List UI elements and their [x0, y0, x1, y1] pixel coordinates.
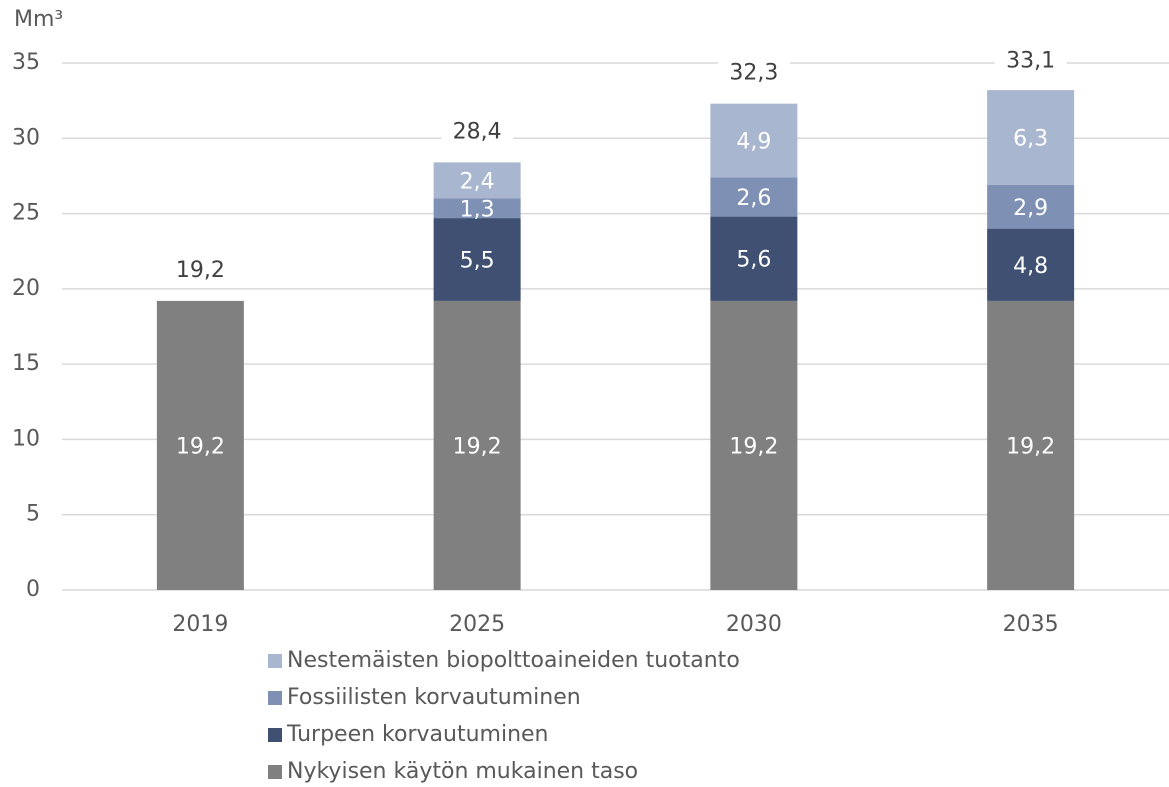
y-tick-label: 0 — [26, 577, 40, 602]
value-label: 4,9 — [736, 130, 771, 155]
total-label-bg — [717, 59, 790, 88]
x-tick-label: 2030 — [726, 612, 782, 637]
total-label: 32,3 — [729, 61, 778, 86]
value-label: 19,2 — [1006, 434, 1055, 459]
bar-segment — [433, 218, 521, 301]
y-tick-label: 20 — [12, 276, 40, 301]
value-label: 5,5 — [460, 248, 495, 273]
bar-segment — [433, 198, 521, 219]
y-tick-label: 10 — [12, 426, 40, 451]
total-label: 33,1 — [1006, 49, 1055, 74]
value-label: 2,6 — [736, 186, 771, 211]
value-label: 19,2 — [729, 434, 778, 459]
legend-label: Nykyisen käytön mukainen taso — [287, 759, 638, 784]
legend-swatch — [268, 765, 282, 779]
bar-segment — [710, 300, 798, 590]
y-tick-label: 35 — [12, 50, 40, 75]
total-label-bg — [164, 256, 237, 285]
value-label: 6,3 — [1013, 127, 1048, 152]
bar-segment — [987, 228, 1075, 301]
y-axis-label: Mm³ — [14, 7, 63, 32]
bar-segment — [710, 216, 798, 301]
bar-segment — [156, 300, 244, 590]
y-tick-label: 25 — [12, 201, 40, 226]
value-label: 19,2 — [453, 434, 502, 459]
y-tick-label: 15 — [12, 351, 40, 376]
legend-swatch — [268, 728, 282, 742]
y-tick-label: 5 — [26, 502, 40, 527]
x-tick-label: 2035 — [1003, 612, 1059, 637]
bar-segment — [710, 177, 798, 217]
bar-segment — [987, 90, 1075, 185]
legend-label: Turpeen korvautuminen — [286, 722, 549, 747]
value-label: 2,9 — [1013, 196, 1048, 221]
bar-segment — [710, 103, 798, 178]
value-label: 5,6 — [736, 248, 771, 273]
bar-segment — [987, 300, 1075, 590]
total-label-bg — [994, 47, 1067, 76]
y-tick-label: 30 — [12, 125, 40, 150]
legend-label: Nestemäisten biopolttoaineiden tuotanto — [287, 648, 740, 673]
value-label: 2,4 — [460, 169, 495, 194]
x-tick-label: 2025 — [449, 612, 505, 637]
bar-segment — [433, 162, 521, 199]
legend-label: Fossiilisten korvautuminen — [287, 685, 581, 710]
legend-swatch — [268, 654, 282, 668]
total-label-bg — [441, 118, 514, 147]
x-tick-label: 2019 — [172, 612, 228, 637]
value-label: 19,2 — [176, 434, 225, 459]
total-label: 19,2 — [176, 258, 225, 283]
bar-segment — [433, 300, 521, 590]
legend-swatch — [268, 691, 282, 705]
value-label: 1,3 — [460, 197, 495, 222]
total-label: 28,4 — [453, 119, 502, 144]
bar-segment — [987, 184, 1075, 229]
value-label: 4,8 — [1013, 254, 1048, 279]
